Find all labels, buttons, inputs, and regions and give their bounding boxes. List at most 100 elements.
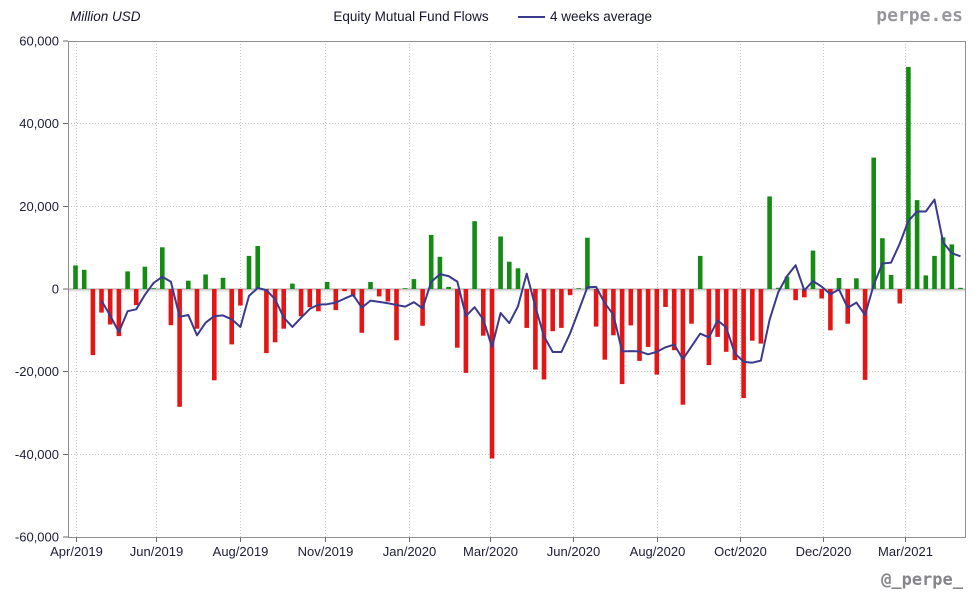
x-tick-label: Jan/2020: [383, 544, 437, 559]
flow-bar: [186, 280, 191, 289]
zero-line-shadow: [68, 288, 965, 292]
y-tick-label: -60,000: [15, 530, 59, 545]
flow-bar: [203, 274, 208, 289]
legend-label: 4 weeks average: [550, 9, 653, 24]
flow-bar: [160, 247, 165, 289]
flow-bar: [437, 256, 443, 289]
flow-bar: [515, 268, 521, 289]
flow-bar: [767, 196, 772, 289]
flow-bar: [611, 289, 616, 336]
flow-bar: [689, 289, 694, 324]
flow-bar: [645, 289, 651, 347]
flow-bar: [750, 289, 755, 341]
flow-bar: [628, 289, 634, 326]
flow-bar: [697, 255, 703, 289]
flow-bar: [177, 289, 182, 407]
flow-bar: [914, 200, 920, 289]
flow-bar: [559, 289, 564, 328]
flow-bar: [246, 255, 252, 289]
flow-bar: [949, 244, 955, 289]
flow-bar: [732, 289, 738, 361]
flow-bar: [619, 289, 625, 385]
y-tick-label: 40,000: [19, 116, 59, 131]
flow-bar: [654, 289, 660, 375]
x-tick-label: Mar/2020: [463, 544, 518, 559]
x-tick-label: Apr/2019: [50, 544, 103, 559]
flow-bar: [524, 289, 529, 328]
y-tick-label: -40,000: [15, 447, 59, 462]
flow-bar: [888, 274, 894, 289]
flow-bar: [264, 289, 269, 354]
flow-bar: [567, 289, 573, 296]
flow-bar: [810, 250, 816, 289]
flow-bar: [394, 289, 399, 341]
flow-bar: [142, 266, 148, 289]
x-tick-label: Nov/2019: [298, 544, 354, 559]
flow-bar: [758, 289, 764, 344]
flow-bar: [940, 237, 946, 289]
flow-bar: [107, 289, 113, 325]
x-tick-label: Jun/2019: [130, 544, 184, 559]
flow-bar: [90, 289, 96, 356]
flow-bar: [359, 289, 365, 333]
y-tick-label: 60,000: [19, 34, 59, 49]
flow-bar: [862, 289, 868, 380]
flow-bar: [290, 283, 295, 289]
flow-bar: [385, 289, 391, 302]
flow-bar: [498, 236, 503, 289]
flow-bar: [281, 289, 286, 329]
x-tick-label: Mar/2021: [878, 544, 933, 559]
flow-bar: [576, 288, 581, 289]
flow-bar: [958, 287, 963, 289]
flow-bar: [784, 276, 790, 289]
flow-bar: [585, 237, 590, 289]
flow-bar: [854, 278, 859, 289]
legend-line-sample: [518, 16, 545, 18]
flow-bar: [715, 289, 720, 337]
y-tick-label: -20,000: [15, 364, 59, 379]
flow-bar: [428, 234, 434, 289]
flow-bar: [229, 289, 234, 345]
flow-bar: [489, 289, 495, 459]
flow-bar: [220, 277, 226, 289]
flow-bar: [793, 289, 798, 301]
chart-title: Equity Mutual Fund Flows: [333, 9, 489, 24]
y-tick-label: 20,000: [19, 199, 59, 214]
flow-bar: [342, 289, 347, 292]
flow-bar: [481, 289, 486, 336]
flow-bar: [133, 289, 139, 306]
flow-bar: [463, 289, 469, 373]
flow-bar: [906, 67, 911, 289]
flow-bar: [923, 275, 929, 289]
flow-bar: [350, 289, 356, 297]
flow-bar: [455, 289, 460, 348]
site-watermark: perpe.es: [876, 5, 963, 26]
plot-border: [68, 41, 966, 538]
flow-bar: [272, 289, 278, 343]
flow-bar: [680, 289, 686, 405]
flow-bar: [897, 289, 903, 304]
flow-bar: [723, 289, 729, 352]
flow-bar: [116, 289, 122, 337]
flow-bar: [741, 289, 746, 399]
flow-bar: [333, 289, 339, 311]
x-tick-label: Dec/2020: [796, 544, 852, 559]
flow-bar: [828, 289, 833, 331]
author-watermark: @_perpe_: [881, 570, 963, 590]
flow-bar: [168, 289, 174, 326]
flow-bar: [446, 286, 451, 289]
flow-bar: [602, 289, 608, 360]
flow-bar: [533, 289, 538, 370]
y-axis-unit-label: Million USD: [70, 9, 141, 24]
x-tick-label: Oct/2020: [714, 544, 767, 559]
flow-bar: [802, 289, 807, 298]
flow-bar: [368, 282, 373, 289]
flow-bar: [593, 289, 599, 327]
flow-bar: [671, 289, 677, 351]
flow-bar: [402, 288, 408, 289]
x-tick-label: Aug/2020: [630, 544, 686, 559]
flow-bar: [125, 271, 130, 289]
flow-bar: [194, 289, 200, 329]
flow-bar: [151, 288, 156, 289]
